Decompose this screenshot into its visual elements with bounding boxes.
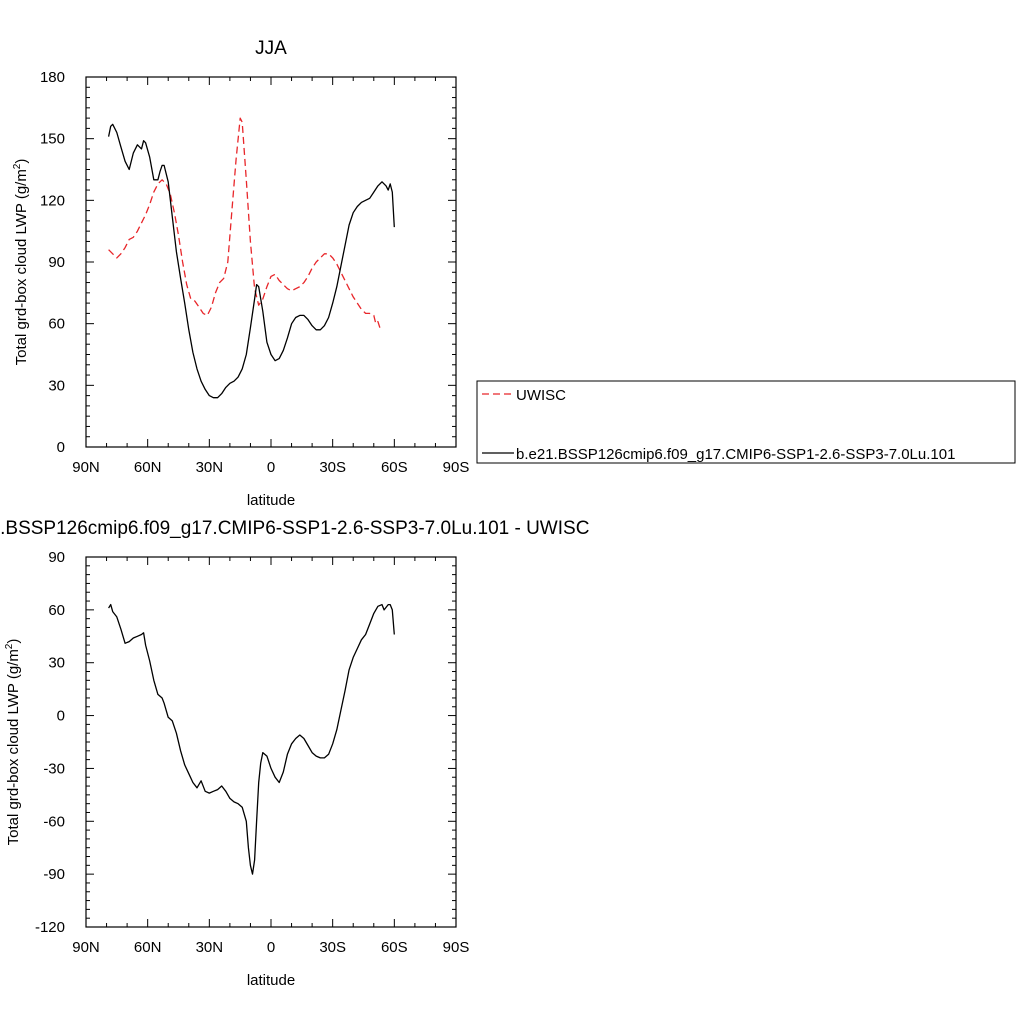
- y-tick-label: 30: [48, 655, 65, 672]
- y-tick-label: 150: [40, 131, 65, 148]
- panel-climatology: JJA Total grd-box cloud LWP (g/m2) latit…: [12, 38, 1016, 509]
- series-line-uwisc: [108, 117, 381, 328]
- series-line-model: [107, 123, 395, 399]
- x-tick-label: 90N: [72, 459, 100, 476]
- y-tick-label: 0: [57, 439, 65, 456]
- x-tick-label: 0: [267, 459, 275, 476]
- x-tick-label: 90S: [443, 459, 470, 476]
- y-tick-label: 60: [48, 316, 65, 333]
- series-line-difference: [108, 603, 395, 875]
- plot-frame: [85, 76, 457, 448]
- tick-marks: [85, 76, 457, 448]
- x-tick-label: 30S: [319, 939, 346, 956]
- x-tick-label: 30N: [196, 459, 224, 476]
- y-axis-label-superscript: 2: [4, 643, 15, 649]
- tick-marks: [85, 556, 457, 928]
- x-tick-labels: 90N 60N 30N 0 30S 60S 90S: [72, 459, 469, 476]
- svg-text:Total grd-box cloud LWP (g/m2): Total grd-box cloud LWP (g/m2): [4, 639, 22, 846]
- legend-box: [476, 380, 1016, 464]
- y-axis-label: Total grd-box cloud LWP (g/m2): [4, 639, 22, 846]
- y-tick-label: 120: [40, 192, 65, 209]
- plot-frame: [85, 556, 457, 928]
- y-tick-label: -60: [43, 813, 65, 830]
- y-axis-label: Total grd-box cloud LWP (g/m2): [12, 159, 30, 366]
- y-tick-label: -120: [35, 919, 65, 936]
- x-axis-label: latitude: [247, 972, 295, 989]
- y-tick-labels: 0 30 60 90 120 150 180: [40, 69, 65, 456]
- x-axis-label: latitude: [247, 492, 295, 509]
- x-tick-label: 60N: [134, 459, 162, 476]
- y-tick-label: 180: [40, 69, 65, 86]
- y-axis-label-close: ): [13, 159, 30, 164]
- chart-title: JJA: [255, 38, 287, 59]
- plot-area: [107, 117, 395, 399]
- y-tick-label: 30: [48, 377, 65, 394]
- y-tick-label: -90: [43, 866, 65, 883]
- y-tick-labels: -120 -90 -60 -30 0 30 60 90: [35, 549, 65, 936]
- y-axis-label-superscript: 2: [12, 163, 23, 169]
- legend-label-uwisc: UWISC: [516, 387, 566, 404]
- y-tick-label: 0: [57, 708, 65, 725]
- chart-title: b.e21.BSSP126cmip6.f09_g17.CMIP6-SSP1-2.…: [0, 518, 589, 539]
- x-tick-label: 60S: [381, 459, 408, 476]
- x-tick-label: 60S: [381, 939, 408, 956]
- x-tick-label: 60N: [134, 939, 162, 956]
- plot-area: [108, 603, 395, 875]
- y-tick-label: -30: [43, 760, 65, 777]
- x-tick-label: 90N: [72, 939, 100, 956]
- x-tick-label: 90S: [443, 939, 470, 956]
- y-tick-label: 60: [48, 602, 65, 619]
- panel-difference: b.e21.BSSP126cmip6.f09_g17.CMIP6-SSP1-2.…: [0, 518, 589, 989]
- y-axis-label-main: Total grd-box cloud LWP (g/m: [5, 649, 22, 845]
- legend-label-model: b.e21.BSSP126cmip6.f09_g17.CMIP6-SSP1-2.…: [516, 446, 955, 463]
- svg-text:Total grd-box cloud LWP (g/m2): Total grd-box cloud LWP (g/m2): [12, 159, 30, 366]
- x-tick-labels: 90N 60N 30N 0 30S 60S 90S: [72, 939, 469, 956]
- x-tick-label: 0: [267, 939, 275, 956]
- x-tick-label: 30S: [319, 459, 346, 476]
- y-tick-label: 90: [48, 254, 65, 271]
- y-axis-label-main: Total grd-box cloud LWP (g/m: [13, 169, 30, 365]
- legend: UWISC b.e21.BSSP126cmip6.f09_g17.CMIP6-S…: [476, 380, 1016, 464]
- y-axis-label-close: ): [5, 639, 22, 644]
- y-tick-label: 90: [48, 549, 65, 566]
- x-tick-label: 30N: [196, 939, 224, 956]
